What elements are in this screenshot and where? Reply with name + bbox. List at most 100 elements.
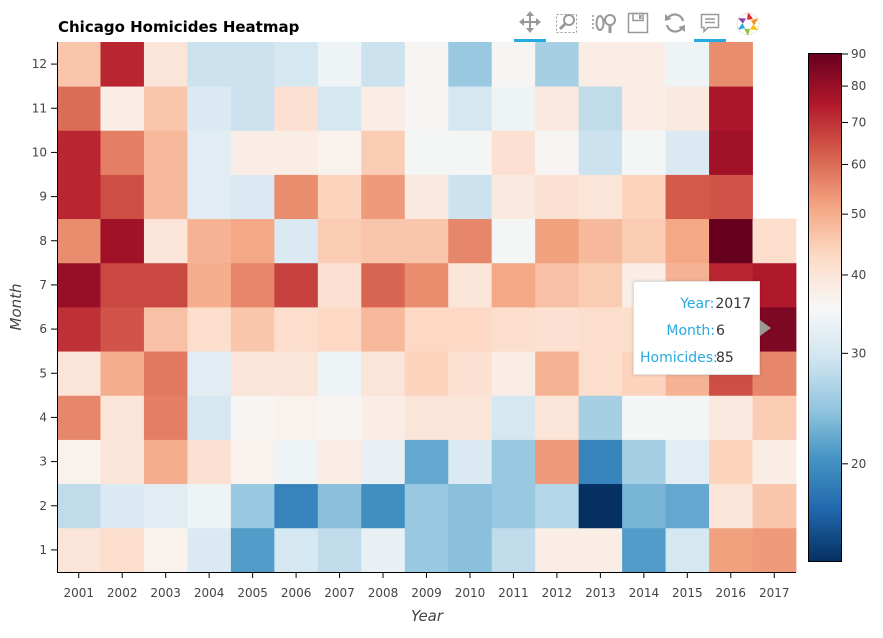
heatmap-cell[interactable] [361,130,406,175]
heatmap-cell[interactable] [709,439,753,485]
heatmap-cell[interactable] [230,483,275,529]
heatmap-cell[interactable] [317,174,362,220]
heatmap-cell[interactable] [535,351,580,396]
heatmap-cell[interactable] [665,174,710,220]
heatmap-cell[interactable] [230,86,275,131]
heatmap-cell[interactable] [274,395,319,440]
heatmap-cell[interactable] [491,262,536,308]
heatmap-cell[interactable] [665,86,710,131]
heatmap-cell[interactable] [361,174,406,220]
heatmap-cell[interactable] [317,483,362,529]
heatmap-cell[interactable] [448,130,493,175]
heatmap-cell[interactable] [491,42,536,87]
heatmap-cell[interactable] [404,218,449,264]
heatmap-cell[interactable] [709,86,753,131]
heatmap-cell[interactable] [143,307,188,352]
heatmap-cell[interactable] [709,218,753,264]
heatmap-cell[interactable] [187,42,232,87]
heatmap-cell[interactable] [317,86,362,131]
heatmap-cell[interactable] [143,439,188,485]
heatmap-cell[interactable] [491,439,536,485]
heatmap-cell[interactable] [578,130,623,175]
heatmap-cell[interactable] [100,483,145,529]
heatmap-cell[interactable] [404,130,449,175]
pan-tool[interactable] [512,8,548,42]
heatmap-cell[interactable] [535,439,580,485]
heatmap-cell[interactable] [752,527,797,573]
heatmap-cell[interactable] [361,527,406,573]
heatmap-cell[interactable] [230,130,275,175]
heatmap-cell[interactable] [665,130,710,175]
heatmap-cell[interactable] [361,86,406,131]
heatmap-cell[interactable] [491,218,536,264]
heatmap-cell[interactable] [665,483,710,529]
heatmap-cell[interactable] [404,86,449,131]
heatmap-cell[interactable] [448,218,493,264]
heatmap-cell[interactable] [665,42,710,87]
heatmap-cell[interactable] [317,42,362,87]
heatmap-cell[interactable] [578,262,623,308]
heatmap-cell[interactable] [448,174,493,220]
heatmap-cell[interactable] [752,483,797,529]
heatmap-cell[interactable] [143,218,188,264]
heatmap-cell[interactable] [57,174,101,220]
heatmap-cell[interactable] [143,527,188,573]
heatmap-cell[interactable] [317,262,362,308]
heatmap-cell[interactable] [491,174,536,220]
heatmap-cell[interactable] [187,174,232,220]
heatmap-cell[interactable] [491,307,536,352]
heatmap-cell[interactable] [143,174,188,220]
heatmap-cell[interactable] [230,351,275,396]
heatmap-cell[interactable] [100,262,145,308]
heatmap-cell[interactable] [230,395,275,440]
heatmap-cell[interactable] [57,218,101,264]
heatmap-cell[interactable] [448,483,493,529]
heatmap-cell[interactable] [404,262,449,308]
heatmap-cell[interactable] [230,174,275,220]
heatmap-cell[interactable] [143,86,188,131]
heatmap-cell[interactable] [709,395,753,440]
heatmap-cell[interactable] [535,527,580,573]
heatmap-cell[interactable] [274,439,319,485]
heatmap-cell[interactable] [404,307,449,352]
heatmap-cell[interactable] [57,42,101,87]
heatmap-cell[interactable] [622,174,666,220]
heatmap-cell[interactable] [100,395,145,440]
hover-tool[interactable] [692,8,728,42]
heatmap-cell[interactable] [274,351,319,396]
heatmap-cell[interactable] [752,439,797,485]
heatmap-cell[interactable] [578,86,623,131]
heatmap-cell[interactable] [274,262,319,308]
heatmap-cell[interactable] [143,483,188,529]
heatmap-cell[interactable] [57,527,101,573]
heatmap-cell[interactable] [404,439,449,485]
heatmap-cell[interactable] [448,395,493,440]
heatmap-cell[interactable] [578,174,623,220]
heatmap-cell[interactable] [622,218,666,264]
heatmap-cell[interactable] [622,130,666,175]
heatmap-cell[interactable] [709,174,753,220]
heatmap-cell[interactable] [535,218,580,264]
heatmap-cell[interactable] [143,262,188,308]
heatmap-cell[interactable] [361,439,406,485]
heatmap-cell[interactable] [230,42,275,87]
heatmap-cell[interactable] [100,86,145,131]
heatmap-cell[interactable] [361,218,406,264]
heatmap-cell[interactable] [317,130,362,175]
heatmap-cell[interactable] [709,527,753,573]
heatmap-cell[interactable] [57,130,101,175]
heatmap-cell[interactable] [187,130,232,175]
heatmap-cell[interactable] [709,483,753,529]
heatmap-cell[interactable] [404,351,449,396]
heatmap-cell[interactable] [448,439,493,485]
heatmap-cell[interactable] [578,351,623,396]
heatmap-cell[interactable] [491,483,536,529]
bokeh-logo[interactable] [728,8,764,42]
heatmap-cell[interactable] [317,307,362,352]
heatmap-cell[interactable] [230,307,275,352]
heatmap-cell[interactable] [187,483,232,529]
heatmap-cell[interactable] [491,130,536,175]
heatmap-cell[interactable] [752,395,797,440]
heatmap-cell[interactable] [448,262,493,308]
save-tool[interactable] [620,8,656,42]
